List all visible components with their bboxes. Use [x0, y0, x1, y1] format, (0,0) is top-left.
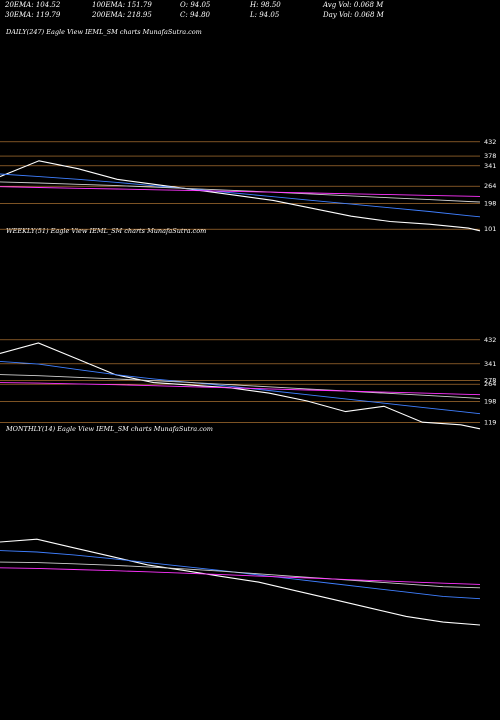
monthly-panel-title: MONTHLY(14) Eagle View IEML_SM charts Mu…: [6, 425, 213, 433]
open-stat: O: 94.05: [180, 1, 211, 9]
level-tick-label: 119: [484, 418, 496, 426]
ema30-stat: 30EMA: 119.79: [5, 11, 61, 19]
price-line: [0, 160, 481, 232]
level-tick-label: 198: [484, 200, 496, 208]
level-tick-label: 378: [484, 152, 496, 160]
ema-line-blue: [0, 360, 481, 415]
low-stat: L: 94.05: [250, 11, 280, 19]
level-tick-label: 264: [484, 380, 496, 388]
close-stat: C: 94.80: [180, 11, 210, 19]
ema20-stat: 20EMA: 104.52: [5, 1, 61, 9]
daily-panel: 432 378 341 264 198 101: [0, 138, 496, 233]
high-stat: H: 98.50: [250, 1, 281, 9]
price-line: [0, 538, 481, 626]
level-tick-label: 432: [484, 336, 496, 344]
monthly-panel: [0, 538, 481, 626]
ema-line-blue: [0, 550, 481, 600]
ema-line-white: [0, 374, 481, 399]
level-tick-label: 101: [484, 225, 496, 233]
price-line: [0, 342, 481, 430]
ema-line-magenta: [0, 186, 481, 197]
level-tick-label: 341: [484, 360, 496, 368]
weekly-panel-title: WEEKLY(51) Eagle View IEML_SM charts Mun…: [6, 227, 207, 235]
level-tick-label: 198: [484, 398, 496, 406]
level-tick-label: 264: [484, 182, 496, 190]
ema100-stat: 100EMA: 151.79: [92, 1, 152, 9]
avg-vol-stat: Avg Vol: 0.068 M: [323, 1, 384, 9]
level-tick-label: 278: [484, 376, 496, 384]
ema200-stat: 200EMA: 218.95: [92, 11, 152, 19]
ema-line-white: [0, 181, 481, 203]
level-tick-label: 432: [484, 138, 496, 146]
level-tick-label: 341: [484, 162, 496, 170]
ema-line-magenta: [0, 382, 481, 396]
ema-line-magenta: [0, 567, 481, 585]
ema-line-white: [0, 561, 481, 589]
daily-panel-title: DAILY(247) Eagle View IEML_SM charts Mun…: [6, 28, 202, 36]
day-vol-stat: Day Vol: 0.068 M: [323, 11, 384, 19]
ema-line-blue: [0, 173, 481, 218]
